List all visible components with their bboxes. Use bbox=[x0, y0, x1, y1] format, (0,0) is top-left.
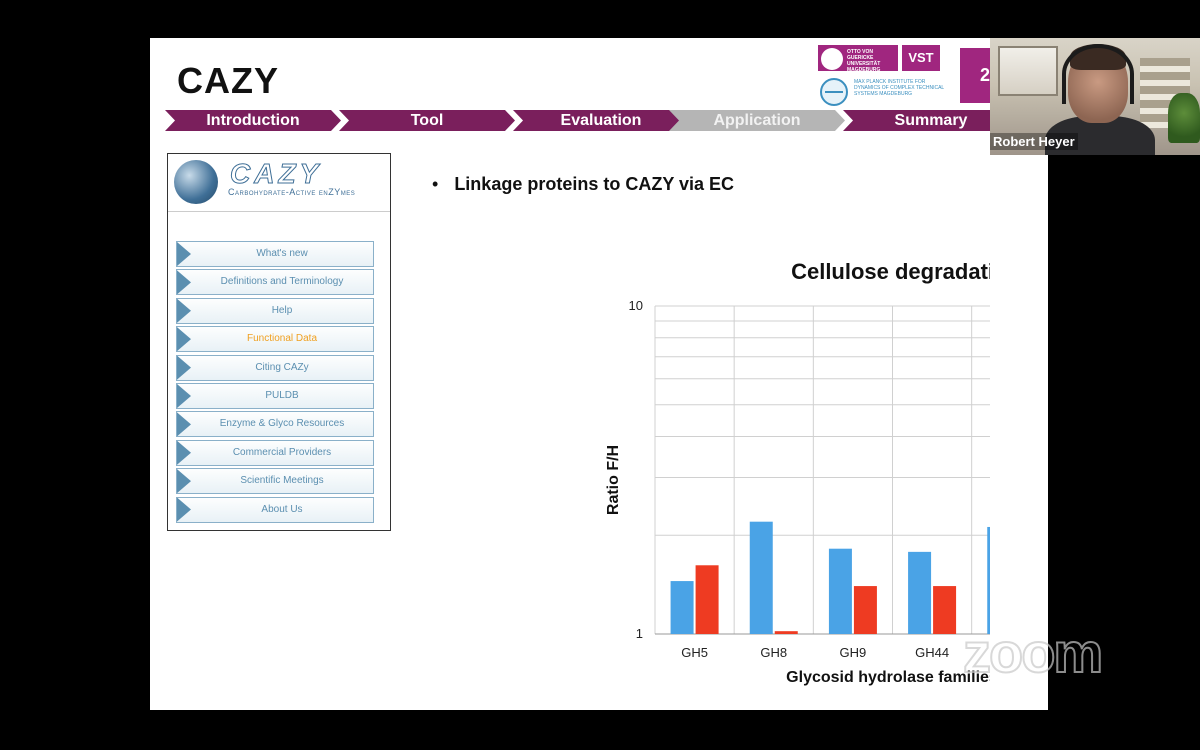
cazy-logo-subtitle: Carbohydrate-Active enZYmes bbox=[228, 187, 356, 197]
cazy-menu-item-label: Scientific Meetings bbox=[240, 475, 324, 487]
menu-arrow-icon bbox=[177, 270, 191, 295]
bullet-point: • Linkage proteins to CAZY via EC bbox=[432, 174, 734, 195]
cazy-menu-item-label: About Us bbox=[261, 503, 303, 515]
y-tick-label: 10 bbox=[629, 298, 643, 313]
x-tick-label: GH8 bbox=[760, 645, 787, 660]
cazy-menu-item-label: Help bbox=[271, 304, 293, 316]
menu-arrow-icon bbox=[177, 298, 191, 323]
cazy-menu-item[interactable]: Definitions and Terminology bbox=[176, 269, 374, 296]
slide-title: CAZY bbox=[177, 60, 279, 101]
menu-arrow-icon bbox=[177, 497, 191, 522]
cazy-menu-item[interactable]: About Us bbox=[176, 496, 374, 523]
university-emblem-icon bbox=[821, 48, 843, 70]
bar-GH5-series-2 bbox=[695, 565, 719, 634]
bar-chart: GH5GH8GH9GH44GH48GH124110Cellulose degra… bbox=[605, 259, 990, 686]
zoom-watermark: zoom bbox=[962, 620, 1104, 685]
background-window bbox=[998, 46, 1058, 96]
menu-arrow-icon bbox=[177, 327, 191, 352]
menu-arrow-icon bbox=[177, 355, 191, 380]
menu-arrow-icon bbox=[177, 440, 191, 465]
nav-step-tool: Tool bbox=[339, 110, 515, 131]
mpi-logo-text: MAX PLANCK INSTITUTE FOR DYNAMICS OF COM… bbox=[854, 79, 945, 97]
vst-logo: VST bbox=[902, 45, 940, 71]
bar-GH8-series-2 bbox=[774, 631, 798, 634]
bar-GH8-series-1 bbox=[749, 521, 773, 634]
cazy-globe-icon bbox=[174, 160, 218, 204]
cazy-menu-item-label: Functional Data bbox=[246, 333, 318, 345]
chart-title: Cellulose degradation bbox=[791, 259, 990, 284]
x-tick-label: GH44 bbox=[915, 645, 949, 660]
nav-step-application: Application bbox=[669, 110, 845, 131]
cazy-menu-item-label: Citing CAZy bbox=[255, 361, 309, 373]
cazy-menu-item[interactable]: Functional Data bbox=[176, 326, 374, 353]
nav-step-evaluation: Evaluation bbox=[513, 110, 689, 131]
menu-arrow-icon bbox=[177, 469, 191, 494]
nav-step-summary: Summary bbox=[843, 110, 1019, 131]
cazy-menu-item-label: Enzyme & Glyco Resources bbox=[219, 418, 345, 430]
cazy-menu-item[interactable]: What's new bbox=[176, 241, 374, 267]
shared-slide: CAZY OTTO VON GUERICKE UNIVERSITÄT MAGDE… bbox=[150, 38, 1048, 710]
mpi-emblem-icon bbox=[820, 78, 848, 106]
cazy-menu: What's new Definitions and Terminology Hel… bbox=[176, 241, 374, 525]
cazy-menu-item-label: What's new bbox=[256, 248, 308, 259]
cazy-logo-text: CAZY bbox=[229, 158, 323, 190]
participant-video[interactable] bbox=[990, 38, 1200, 155]
x-axis-label: Glycosid hydrolase families bbox=[786, 669, 990, 686]
bullet-icon: • bbox=[432, 174, 439, 194]
menu-arrow-icon bbox=[177, 242, 191, 266]
bar-GH9-series-1 bbox=[828, 548, 852, 634]
cazy-menu-item[interactable]: Scientific Meetings bbox=[176, 468, 374, 495]
bullet-text: Linkage proteins to CAZY via EC bbox=[454, 174, 735, 194]
x-tick-label: GH5 bbox=[681, 645, 708, 660]
bar-GH9-series-2 bbox=[853, 586, 877, 634]
background-plant bbox=[1168, 93, 1200, 143]
cazy-website-screenshot: CAZY Carbohydrate-Active enZYmes What's … bbox=[167, 153, 391, 531]
university-logo: OTTO VON GUERICKE UNIVERSITÄT MAGDEBURG bbox=[818, 45, 898, 73]
nav-step-introduction: Introduction bbox=[165, 110, 341, 131]
y-tick-label: 1 bbox=[636, 626, 643, 641]
cazy-menu-item[interactable]: PULDB bbox=[176, 382, 374, 409]
cazy-banner: CAZY Carbohydrate-Active enZYmes bbox=[168, 154, 390, 212]
cazy-menu-item-label: PULDB bbox=[265, 389, 299, 401]
cazy-menu-item[interactable]: Enzyme & Glyco Resources bbox=[176, 411, 374, 438]
cazy-menu-item[interactable]: Citing CAZy bbox=[176, 354, 374, 381]
participant-name-label: Robert Heyer bbox=[990, 133, 1078, 150]
progress-nav: Introduction Tool Evaluation Application… bbox=[165, 110, 1045, 131]
cazy-menu-item[interactable]: Help bbox=[176, 297, 374, 324]
bar-GH44-series-1 bbox=[908, 551, 932, 634]
bar-GH44-series-2 bbox=[933, 586, 957, 634]
bar-GH48-series-1 bbox=[987, 526, 990, 634]
mpi-logo: MAX PLANCK INSTITUTE FOR DYNAMICS OF COM… bbox=[818, 78, 948, 108]
headset-icon bbox=[1062, 44, 1134, 104]
x-tick-label: GH9 bbox=[840, 645, 867, 660]
y-axis-label: Ratio F/H bbox=[605, 445, 622, 515]
menu-arrow-icon bbox=[177, 383, 191, 408]
cazy-menu-item-label: Commercial Providers bbox=[232, 446, 332, 458]
cazy-menu-item-label: Definitions and Terminology bbox=[220, 276, 344, 288]
menu-arrow-icon bbox=[177, 412, 191, 437]
cazy-menu-item[interactable]: Commercial Providers bbox=[176, 439, 374, 466]
bar-GH5-series-1 bbox=[670, 581, 694, 634]
university-logo-text: OTTO VON GUERICKE UNIVERSITÄT MAGDEBURG bbox=[847, 49, 881, 73]
